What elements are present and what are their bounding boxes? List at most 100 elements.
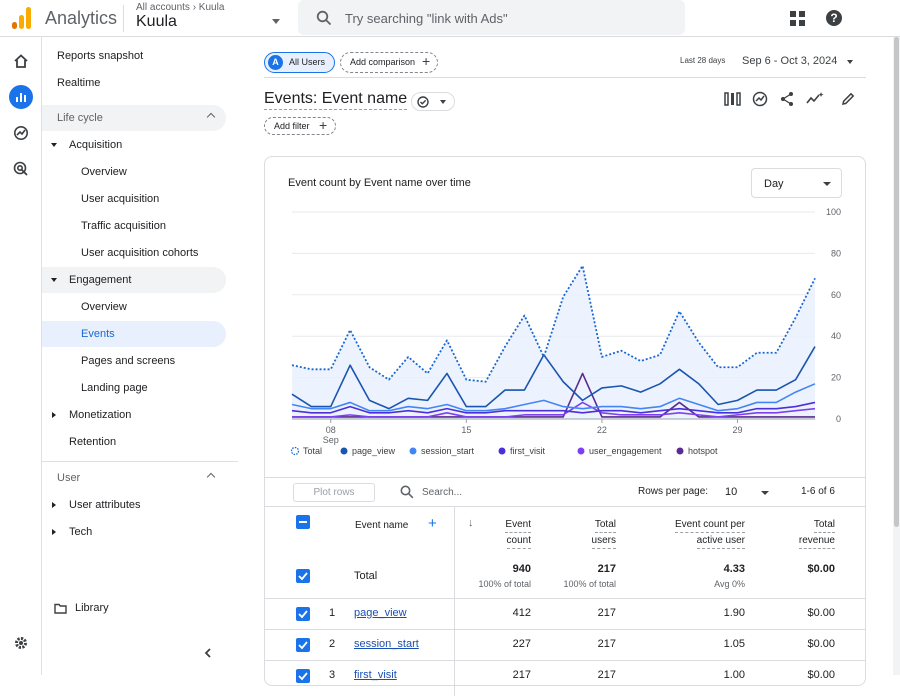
sidebar-section-lifecycle[interactable]: Life cycle (42, 105, 226, 131)
caret-down-icon (823, 182, 831, 186)
row-checkbox[interactable] (296, 607, 310, 621)
row-total-users: 217 (597, 638, 616, 650)
sidebar-item-events[interactable]: Events (42, 321, 226, 347)
report-status-dropdown[interactable] (411, 92, 455, 111)
explore-icon[interactable] (9, 121, 33, 145)
sidebar-item-landing-page[interactable]: Landing page (81, 382, 148, 394)
caret-down-icon[interactable] (847, 60, 853, 64)
search-placeholder[interactable]: Try searching "link with Ads" (345, 11, 508, 26)
segment-label: All Users (289, 57, 326, 67)
totals-total-users-sub: 100% of total (563, 579, 616, 589)
check-circle-icon (417, 96, 429, 108)
sidebar-item-acquisition-overview[interactable]: Overview (81, 166, 127, 178)
series-line-Total (291, 264, 816, 383)
add-comparison-button[interactable]: Add comparison + (340, 52, 438, 73)
series-line-page-view (291, 346, 816, 410)
property-selector[interactable]: Kuula (136, 13, 177, 30)
apps-grid-icon[interactable] (790, 11, 805, 26)
row-per-user: 1.90 (723, 607, 745, 619)
plus-icon: + (422, 53, 431, 69)
add-filter-button[interactable]: Add filter + (264, 117, 336, 135)
sidebar-item-monetization[interactable]: Monetization (42, 402, 226, 428)
chevron-up-icon[interactable] (206, 472, 216, 482)
customize-report-icon[interactable] (724, 91, 741, 107)
sidebar-section-user[interactable]: User (42, 465, 226, 491)
sidebar-item-acquisition[interactable]: Acquisition (42, 132, 226, 158)
col-header-event-name[interactable]: Event name (355, 520, 409, 531)
sidebar-item-library[interactable]: Library (42, 595, 226, 621)
scrollbar-thumb[interactable] (894, 37, 899, 527)
rows-per-page-select[interactable]: 10 (725, 486, 738, 498)
y-tick-label: 80 (831, 248, 841, 258)
sort-down-arrow-icon[interactable]: ↓ (468, 517, 474, 529)
row-checkbox[interactable] (296, 669, 310, 683)
sidebar-item-engagement-overview[interactable]: Overview (81, 301, 127, 313)
folder-icon (54, 603, 67, 614)
table-search-input[interactable]: Search... (422, 487, 463, 498)
totals-checkbox[interactable] (296, 569, 310, 583)
totals-per-user: 4.33 (723, 563, 745, 575)
row-event-name-link[interactable]: first_visit (354, 669, 397, 681)
admin-gear-icon[interactable] (9, 631, 33, 655)
row-per-user: 1.00 (723, 669, 745, 681)
header-line: Total (813, 517, 835, 533)
row-checkbox[interactable] (296, 638, 310, 652)
sidebar-item-realtime[interactable]: Realtime (57, 77, 101, 89)
row-event-name-link[interactable]: page_view (354, 607, 407, 619)
caret-down-icon[interactable] (272, 19, 280, 24)
advertising-icon[interactable] (9, 157, 33, 181)
header-line: Event count per (674, 517, 745, 533)
sidebar-item-tech[interactable]: Tech (42, 519, 226, 545)
legend-swatch (340, 447, 348, 455)
sidebar-item-user-attributes[interactable]: User attributes (42, 492, 226, 518)
plot-rows-button[interactable]: Plot rows (293, 483, 375, 502)
legend-swatch (676, 447, 684, 455)
row-number: 2 (329, 638, 336, 650)
breadcrumb[interactable]: All accounts › Kuula (136, 2, 225, 13)
caret-down-icon (51, 278, 57, 282)
col-header-revenue[interactable]: Total revenue (765, 517, 835, 549)
caret-down-icon[interactable] (761, 491, 769, 495)
x-tick-sublabel: Sep (323, 435, 339, 445)
legend-swatch (577, 447, 585, 455)
collapse-sidebar-icon[interactable] (202, 647, 214, 659)
pagination-text: 1-6 of 6 (801, 486, 835, 497)
row-event-name-link[interactable]: session_start (354, 638, 419, 650)
sidebar-item-cohorts[interactable]: User acquisition cohorts (81, 247, 199, 259)
trend-sparkle-icon[interactable] (806, 91, 824, 107)
sidebar-item-engagement[interactable]: Engagement (42, 267, 226, 293)
edit-pencil-icon[interactable] (840, 91, 856, 107)
segment-chip-all-users[interactable]: A All Users (264, 52, 335, 73)
divider (123, 5, 124, 32)
section-label: User (57, 472, 81, 484)
sidebar-item-retention[interactable]: Retention (69, 436, 117, 448)
share-icon[interactable] (779, 91, 795, 107)
sidebar: Reports snapshot Realtime Life cycle Acq… (42, 37, 238, 675)
insights-icon[interactable] (752, 91, 768, 107)
col-header-per-user[interactable]: Event count per active user (645, 517, 745, 549)
sidebar-item-pages-and-screens[interactable]: Pages and screens (81, 355, 176, 367)
reports-icon[interactable] (9, 85, 33, 109)
row-revenue: $0.00 (807, 638, 835, 650)
column-divider (454, 506, 455, 696)
col-header-event-count[interactable]: Event count (475, 517, 531, 549)
sidebar-item-user-acquisition[interactable]: User acquisition (81, 193, 160, 205)
sidebar-item-reports-snapshot[interactable]: Reports snapshot (57, 50, 144, 62)
add-dimension-plus-icon[interactable]: + (428, 515, 437, 532)
chevron-up-icon[interactable] (206, 112, 216, 122)
totals-event-count: 940 (512, 563, 531, 575)
help-icon[interactable]: ? (826, 10, 842, 26)
sidebar-item-label: Monetization (69, 409, 132, 421)
home-icon[interactable] (9, 49, 33, 73)
col-header-total-users[interactable]: Total users (555, 517, 616, 549)
select-all-checkbox[interactable] (296, 515, 310, 529)
caret-right-icon (52, 529, 56, 535)
search-bar[interactable]: Try searching "link with Ads" (298, 0, 685, 35)
granularity-value: Day (764, 178, 784, 190)
row-divider (265, 629, 865, 630)
sidebar-item-traffic-acquisition[interactable]: Traffic acquisition (81, 220, 166, 232)
date-range-selector[interactable]: Sep 6 - Oct 3, 2024 (742, 55, 838, 67)
plus-icon: + (319, 117, 328, 133)
granularity-dropdown[interactable]: Day (751, 168, 842, 198)
